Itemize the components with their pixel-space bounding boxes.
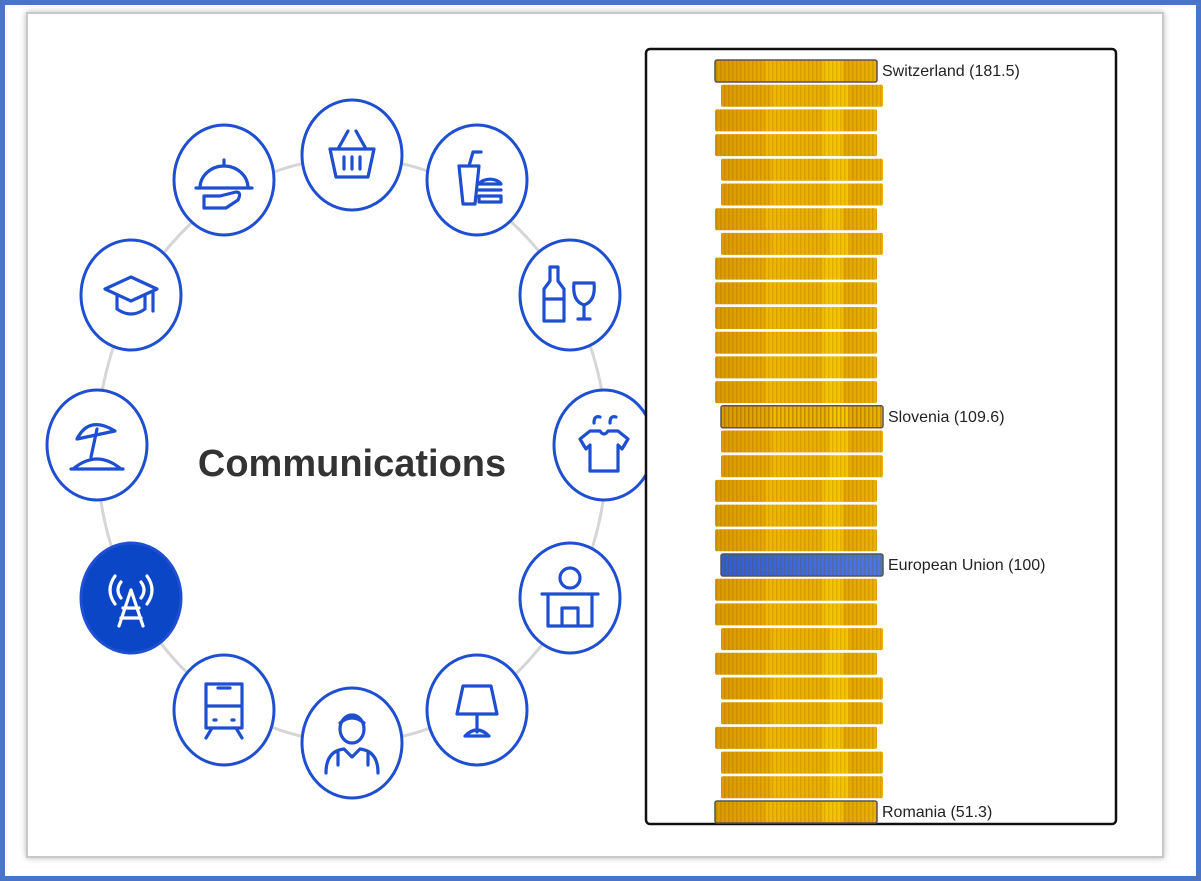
category-icon[interactable] bbox=[425, 653, 529, 767]
icon-glyph bbox=[578, 415, 630, 473]
panel bbox=[26, 12, 1164, 858]
coin-ridges bbox=[715, 257, 877, 280]
coin-ridges bbox=[715, 60, 877, 82]
coin-ridges bbox=[721, 84, 883, 107]
coin-label: Slovenia (109.6) bbox=[888, 409, 1005, 426]
icon-glyph bbox=[455, 684, 499, 738]
category-icon[interactable] bbox=[79, 238, 183, 352]
category-icon[interactable] bbox=[45, 388, 149, 502]
category-icon[interactable] bbox=[518, 238, 622, 352]
coin-ridges bbox=[721, 158, 883, 181]
icon-circle bbox=[425, 653, 529, 767]
coin-ridges bbox=[721, 751, 883, 774]
icon-glyph bbox=[457, 150, 503, 206]
category-icon[interactable] bbox=[172, 653, 276, 767]
icon-glyph bbox=[324, 713, 380, 775]
coin-ridges bbox=[715, 652, 877, 675]
icon-glyph bbox=[328, 129, 376, 179]
coin-label: Switzerland (181.5) bbox=[882, 63, 1020, 80]
icon-glyph bbox=[69, 423, 125, 471]
icon-circle bbox=[172, 123, 276, 237]
icon-circle bbox=[552, 388, 656, 502]
coin-ridges bbox=[721, 677, 883, 700]
icon-circle bbox=[45, 388, 149, 502]
category-icon[interactable] bbox=[300, 686, 404, 800]
coin-ridges bbox=[721, 405, 883, 428]
icon-glyph bbox=[103, 275, 159, 316]
category-icon[interactable] bbox=[552, 388, 656, 502]
icon-circle bbox=[300, 98, 404, 212]
coin-ridges bbox=[715, 603, 877, 626]
icon-circle bbox=[172, 653, 276, 767]
icon-glyph bbox=[540, 566, 600, 628]
category-icon[interactable] bbox=[425, 123, 529, 237]
coin-ridges bbox=[715, 331, 877, 354]
icon-glyph bbox=[542, 265, 596, 323]
coin-ridges bbox=[715, 282, 877, 305]
coin-ridges bbox=[715, 504, 877, 527]
category-title: Communications bbox=[198, 443, 506, 485]
coin-ridges bbox=[715, 529, 877, 552]
coin-ridges bbox=[715, 356, 877, 379]
category-icon[interactable] bbox=[172, 123, 276, 237]
coin-ridges bbox=[721, 776, 883, 799]
coin-ridges bbox=[715, 109, 877, 132]
coin-ridges bbox=[715, 381, 877, 404]
coin-ridges bbox=[715, 578, 877, 601]
icon-glyph bbox=[108, 574, 154, 628]
coin-ridges bbox=[721, 183, 883, 206]
coin-ridges bbox=[721, 554, 883, 576]
icon-glyph bbox=[194, 158, 254, 210]
coin-ridges bbox=[715, 479, 877, 502]
coin-ridges bbox=[721, 455, 883, 478]
coin-ridges bbox=[715, 801, 877, 823]
icon-circle bbox=[79, 541, 183, 655]
icon-circle bbox=[518, 541, 622, 655]
coin-ridges bbox=[715, 208, 877, 231]
category-icon[interactable] bbox=[518, 541, 622, 655]
coin-label: European Union (100) bbox=[888, 557, 1045, 574]
category-icon[interactable] bbox=[79, 541, 183, 655]
coin-ridges bbox=[715, 307, 877, 329]
coin-ridges bbox=[721, 628, 883, 651]
icon-circle bbox=[79, 238, 183, 352]
category-icon[interactable] bbox=[300, 98, 404, 212]
icon-circle bbox=[518, 238, 622, 352]
coin-ridges bbox=[715, 726, 877, 749]
coin-ridges bbox=[715, 134, 877, 157]
coin-ridges bbox=[721, 430, 883, 453]
icon-glyph bbox=[204, 682, 244, 740]
coin-ridges bbox=[721, 702, 883, 725]
coin-label: Romania (51.3) bbox=[882, 804, 992, 821]
coin-ridges bbox=[721, 232, 883, 255]
